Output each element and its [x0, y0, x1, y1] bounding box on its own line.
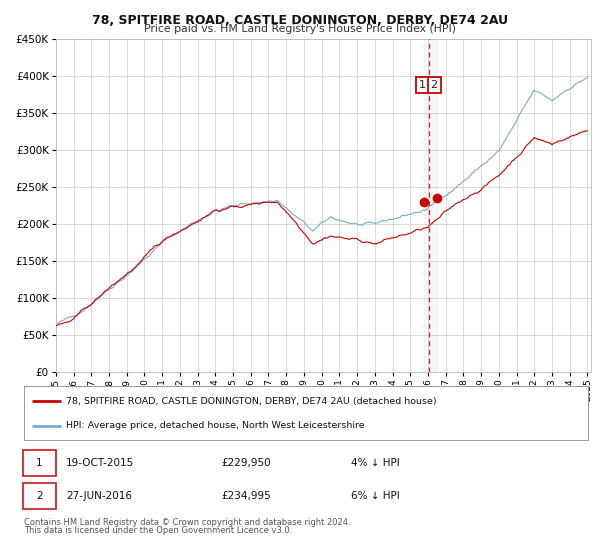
Text: 78, SPITFIRE ROAD, CASTLE DONINGTON, DERBY, DE74 2AU: 78, SPITFIRE ROAD, CASTLE DONINGTON, DER…	[92, 14, 508, 27]
Text: £234,995: £234,995	[221, 491, 271, 501]
FancyBboxPatch shape	[23, 483, 56, 509]
FancyBboxPatch shape	[23, 450, 56, 476]
Text: HPI: Average price, detached house, North West Leicestershire: HPI: Average price, detached house, Nort…	[66, 421, 365, 430]
Text: 19-OCT-2015: 19-OCT-2015	[66, 458, 134, 468]
Text: Price paid vs. HM Land Registry's House Price Index (HPI): Price paid vs. HM Land Registry's House …	[144, 24, 456, 34]
Text: 27-JUN-2016: 27-JUN-2016	[66, 491, 133, 501]
Text: 1: 1	[36, 458, 43, 468]
Text: 2: 2	[431, 80, 438, 90]
Bar	[424, 39, 437, 372]
Text: Contains HM Land Registry data © Crown copyright and database right 2024.: Contains HM Land Registry data © Crown c…	[24, 518, 350, 527]
Text: 4% ↓ HPI: 4% ↓ HPI	[351, 458, 400, 468]
Text: 1: 1	[419, 80, 426, 90]
Text: 78, SPITFIRE ROAD, CASTLE DONINGTON, DERBY, DE74 2AU (detached house): 78, SPITFIRE ROAD, CASTLE DONINGTON, DER…	[66, 397, 437, 406]
Text: This data is licensed under the Open Government Licence v3.0.: This data is licensed under the Open Gov…	[24, 526, 292, 535]
Text: £229,950: £229,950	[221, 458, 271, 468]
Text: 6% ↓ HPI: 6% ↓ HPI	[351, 491, 400, 501]
Text: 2: 2	[36, 491, 43, 501]
